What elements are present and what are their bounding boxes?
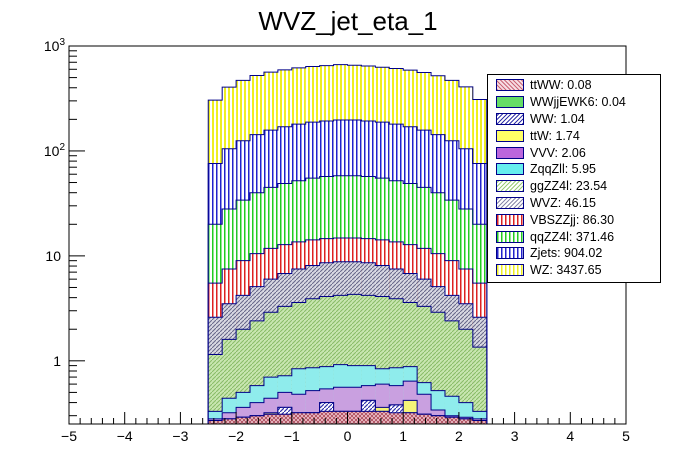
ttww-layer-bin bbox=[222, 418, 237, 424]
legend-swatch bbox=[496, 163, 524, 176]
y-tick-label: 1 bbox=[53, 353, 61, 369]
legend-swatch bbox=[496, 180, 524, 193]
ttww-layer-bin bbox=[305, 412, 320, 424]
x-tick-label: −3 bbox=[172, 428, 188, 444]
x-tick-label: 3 bbox=[511, 428, 519, 444]
legend-label: VBSZZjj: 86.30 bbox=[530, 212, 615, 227]
ttww-layer-bin bbox=[472, 420, 487, 424]
ttww-layer-bin bbox=[361, 411, 376, 424]
legend-item: WVZ: 46.15 bbox=[496, 195, 660, 212]
ggzz4l-layer-bin bbox=[208, 354, 223, 424]
x-tick-label: −2 bbox=[228, 428, 244, 444]
legend-item: ZqqZll: 5.95 bbox=[496, 161, 660, 178]
ttww-layer-bin bbox=[458, 418, 473, 424]
ttww-layer-bin bbox=[417, 414, 432, 424]
zjets-layer-outline bbox=[207, 119, 488, 424]
legend-item: VBSZZjj: 86.30 bbox=[496, 211, 660, 228]
ttww-layer-bin bbox=[291, 412, 306, 424]
legend-label: ggZZ4l: 23.54 bbox=[530, 179, 608, 194]
vbszzjj-layer-outline bbox=[207, 237, 488, 424]
ttww-layer-bin bbox=[319, 411, 334, 424]
legend-item: WZ: 3437.65 bbox=[496, 262, 660, 279]
legend-item: WWjjEWK6: 0.04 bbox=[496, 94, 660, 111]
ggzz4l-layer-bin bbox=[472, 347, 487, 424]
ggzz4l-layer-bin bbox=[458, 329, 473, 424]
legend-swatch bbox=[496, 247, 524, 260]
legend-item: ttWW: 0.08 bbox=[496, 77, 660, 94]
x-tick-label: 4 bbox=[566, 428, 574, 444]
x-tick-label: 1 bbox=[399, 428, 407, 444]
legend-swatch bbox=[496, 230, 524, 243]
legend-swatch bbox=[496, 213, 524, 226]
x-tick-label: −4 bbox=[117, 428, 133, 444]
legend-label: Zjets: 904.02 bbox=[530, 246, 603, 261]
ttww-layer-bin bbox=[263, 414, 278, 424]
legend-label: WWjjEWK6: 0.04 bbox=[530, 95, 626, 110]
ttww-layer-bin bbox=[250, 415, 264, 424]
legend-swatch bbox=[496, 79, 524, 92]
legend-item: qqZZ4l: 371.46 bbox=[496, 228, 660, 245]
legend-label: ttWW: 0.08 bbox=[530, 78, 592, 93]
legend-swatch bbox=[496, 96, 524, 109]
ttww-layer-bin bbox=[403, 412, 418, 424]
legend-label: VVV: 2.06 bbox=[530, 145, 586, 160]
legend-swatch bbox=[496, 146, 524, 159]
legend-label: qqZZ4l: 371.46 bbox=[530, 229, 615, 244]
ggzz4l-layer-outline bbox=[207, 293, 488, 424]
vvv-layer-outline bbox=[207, 380, 488, 424]
legend-swatch bbox=[496, 112, 524, 125]
legend-swatch bbox=[496, 196, 524, 209]
y-tick-label: 103 bbox=[44, 37, 66, 54]
x-tick-label: 0 bbox=[344, 428, 352, 444]
wvz-layer-outline bbox=[207, 261, 488, 424]
ttww-layer-bin bbox=[277, 414, 292, 424]
legend-label: WZ: 3437.65 bbox=[530, 263, 602, 278]
legend-item: ttW: 1.74 bbox=[496, 127, 660, 144]
ttww-layer-bin bbox=[347, 411, 362, 424]
legend-label: ZqqZll: 5.95 bbox=[530, 162, 597, 177]
ttww-layer-bin bbox=[444, 417, 459, 424]
chart-title: WVZ_jet_eta_1 bbox=[258, 6, 438, 36]
ttww-layer-bin bbox=[236, 417, 251, 424]
y-tick-label: 10 bbox=[45, 248, 61, 264]
legend-swatch bbox=[496, 264, 524, 277]
ttww-layer-bin bbox=[333, 411, 348, 424]
legend-label: WW: 1.04 bbox=[530, 111, 585, 126]
ttww-layer-bin bbox=[389, 412, 404, 424]
y-tick-label: 102 bbox=[44, 142, 66, 159]
qqzz4l-layer-outline bbox=[207, 175, 488, 424]
ttww-layer-bin bbox=[431, 415, 445, 424]
legend-label: ttW: 1.74 bbox=[530, 128, 580, 143]
x-tick-label: −1 bbox=[284, 428, 300, 444]
legend-item: WW: 1.04 bbox=[496, 111, 660, 128]
legend-item: Zjets: 904.02 bbox=[496, 245, 660, 262]
legend-item: VVV: 2.06 bbox=[496, 144, 660, 161]
legend-label: WVZ: 46.15 bbox=[530, 195, 596, 210]
ttww-layer-bin bbox=[375, 411, 390, 424]
ttww-layer-outline bbox=[207, 410, 488, 424]
x-tick-label: 2 bbox=[455, 428, 463, 444]
ttww-layer-bin bbox=[208, 420, 223, 424]
zqqzll-layer-outline bbox=[207, 364, 488, 424]
x-tick-label: 5 bbox=[622, 428, 630, 444]
legend-swatch bbox=[496, 129, 524, 142]
legend-item: ggZZ4l: 23.54 bbox=[496, 178, 660, 195]
legend: ttWW: 0.08 WWjjEWK6: 0.04 WW: 1.04 ttW: 1.7… bbox=[487, 74, 661, 283]
x-tick-label: −5 bbox=[61, 428, 77, 444]
wz-layer-outline bbox=[207, 64, 488, 424]
